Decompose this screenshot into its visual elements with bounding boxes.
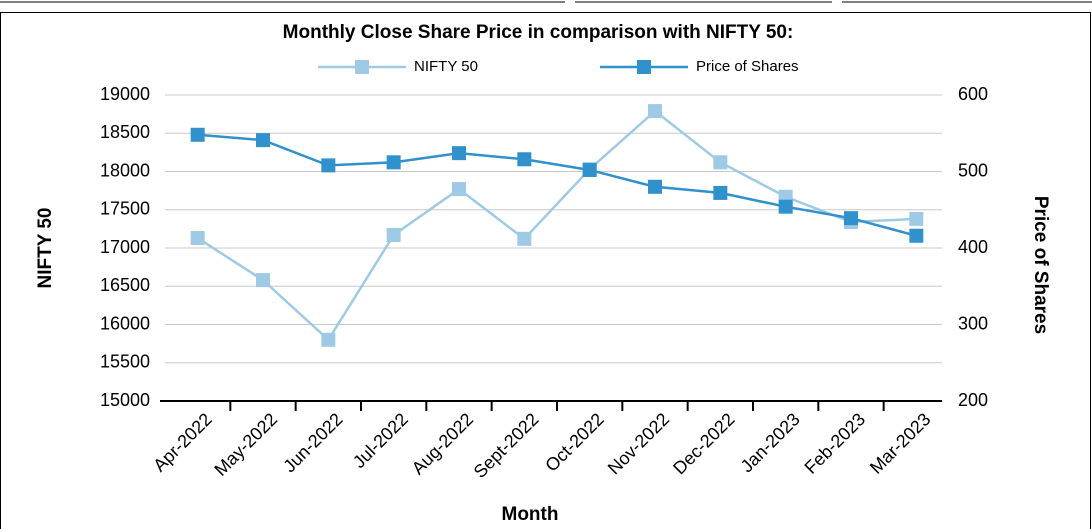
marker	[517, 152, 532, 167]
y-axis-label: NIFTY 50	[35, 208, 56, 289]
y-tick-label: 16500	[100, 275, 150, 295]
legend-label: Price of Shares	[696, 58, 799, 75]
marker	[452, 182, 466, 197]
marker	[256, 133, 270, 148]
x-tick-label: Apr-2022	[149, 409, 216, 476]
marker	[909, 228, 924, 243]
x-tick-label: Mar-2023	[866, 409, 935, 478]
y-tick-label: 17500	[100, 199, 150, 219]
chart-title: Monthly Close Share Price in comparison …	[283, 22, 794, 43]
y-tick-label: 18500	[100, 122, 150, 142]
frame	[0, 12, 1091, 529]
y2-tick-label: 400	[958, 237, 988, 257]
y-tick-label: 18000	[100, 160, 150, 180]
y2-tick-label: 300	[958, 313, 988, 333]
marker	[648, 179, 662, 194]
y-tick-label: 15000	[100, 390, 150, 410]
legend-label: NIFTY 50	[414, 58, 478, 75]
marker	[909, 211, 924, 226]
x-tick-label: Dec-2022	[669, 409, 738, 478]
y-tick-label: 19000	[100, 84, 150, 104]
marker	[321, 158, 336, 173]
marker	[321, 332, 336, 347]
x-tick-label: Nov-2022	[604, 409, 673, 478]
marker	[713, 185, 728, 200]
marker	[190, 127, 205, 142]
y-tick-label: 17000	[100, 237, 150, 257]
x-tick-label: Oct-2022	[541, 409, 608, 476]
marker	[844, 211, 858, 226]
legend-marker	[637, 60, 651, 74]
marker	[778, 199, 793, 214]
y2-tick-label: 600	[958, 84, 988, 104]
marker	[256, 273, 270, 288]
y2-tick-label: 200	[958, 390, 988, 410]
x-tick-label: Jul-2022	[349, 409, 412, 472]
y2-tick-label: 500	[958, 160, 988, 180]
marker	[190, 231, 205, 246]
marker	[452, 146, 466, 161]
series-line	[196, 109, 917, 342]
y-tick-label: 15500	[100, 352, 150, 372]
x-tick-label: Aug-2022	[408, 409, 477, 478]
x-tick-label: Jun-2022	[279, 409, 346, 476]
y2-axis-label: Price of Shares	[1030, 196, 1051, 334]
marker	[386, 155, 401, 170]
marker	[713, 155, 728, 170]
legend-marker	[355, 60, 369, 74]
x-tick-label: Feb-2023	[801, 409, 870, 478]
marker	[517, 231, 532, 246]
marker	[386, 227, 401, 242]
marker	[648, 104, 662, 119]
x-axis-label: Month	[502, 504, 559, 525]
x-tick-label: Jan-2023	[737, 409, 804, 476]
y-tick-label: 16000	[100, 313, 150, 333]
marker	[582, 162, 597, 177]
series-line	[197, 133, 917, 237]
x-tick-label: Sept-2022	[470, 409, 543, 482]
x-tick-label: May-2022	[210, 409, 281, 480]
